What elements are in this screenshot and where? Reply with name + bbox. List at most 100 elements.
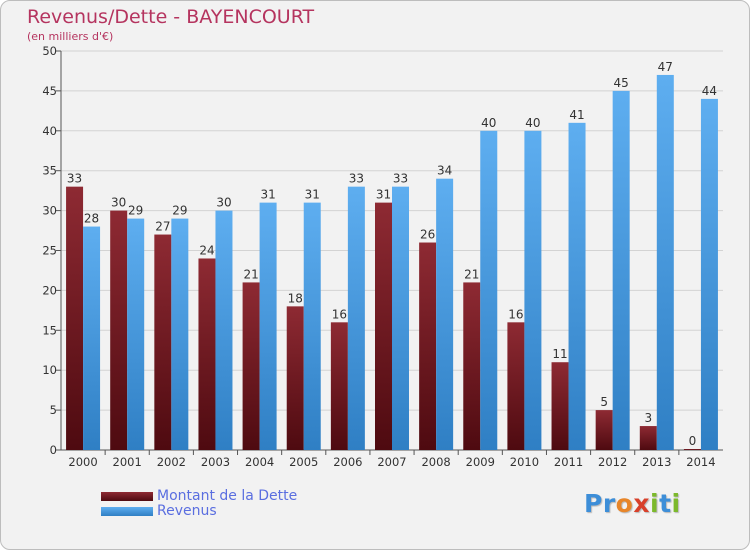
xtick-label-2010: 2010	[510, 455, 539, 469]
value-label-dette-2005: 18	[288, 291, 303, 305]
value-label-revenus-2011: 41	[569, 108, 584, 122]
xtick-label-2007: 2007	[377, 455, 406, 469]
ytick-label: 35	[42, 164, 57, 178]
value-label-revenus-2013: 47	[658, 60, 673, 74]
ytick-label: 10	[42, 363, 57, 377]
legend-swatch-debt	[101, 492, 153, 501]
ytick-label: 50	[42, 44, 57, 58]
ytick-label: 40	[42, 124, 57, 138]
value-label-revenus-2007: 33	[393, 172, 408, 186]
value-label-revenus-2000: 28	[84, 212, 99, 226]
logo-letter: r	[602, 489, 616, 518]
ytick-label: 30	[42, 204, 57, 218]
xtick-label-2001: 2001	[113, 455, 142, 469]
bar-revenus-2014	[700, 98, 718, 450]
xtick-label-2003: 2003	[201, 455, 230, 469]
value-label-dette-2004: 21	[243, 267, 258, 281]
bar-dette-2001	[110, 210, 128, 450]
value-label-dette-2007: 31	[376, 188, 391, 202]
value-label-revenus-2003: 30	[216, 196, 231, 210]
logo-letter: x	[633, 489, 650, 518]
ytick-label: 25	[42, 244, 57, 258]
value-label-dette-2014: 0	[689, 434, 697, 448]
xtick-label-2002: 2002	[157, 455, 186, 469]
bar-revenus-2004	[259, 202, 277, 450]
bar-revenus-2000	[83, 226, 101, 450]
bar-dette-2009	[463, 282, 481, 450]
xtick-label-2011: 2011	[554, 455, 583, 469]
bar-dette-2006	[330, 322, 348, 450]
value-label-dette-2003: 24	[199, 243, 214, 257]
bar-revenus-2002	[171, 218, 189, 450]
bar-dette-2002	[154, 234, 172, 450]
bar-revenus-2006	[347, 186, 365, 450]
bar-revenus-2013	[656, 74, 674, 450]
value-label-revenus-2012: 45	[614, 76, 629, 90]
bar-revenus-2011	[568, 122, 586, 450]
xtick-label-2013: 2013	[642, 455, 671, 469]
value-label-revenus-2002: 29	[172, 204, 187, 218]
bar-dette-2007	[375, 202, 392, 450]
xtick-label-2012: 2012	[598, 455, 627, 469]
value-label-revenus-2005: 31	[305, 188, 320, 202]
logo-letter: o	[615, 489, 634, 518]
bar-dette-2012	[595, 410, 613, 450]
legend-swatch-revenus	[101, 507, 153, 516]
value-label-dette-2009: 21	[464, 267, 479, 281]
bar-revenus-2009	[480, 130, 498, 451]
xtick-label-2005: 2005	[289, 455, 318, 469]
xtick-label-2004: 2004	[245, 455, 274, 469]
xtick-label-2014: 2014	[686, 455, 715, 469]
ytick-label: 15	[42, 323, 57, 337]
logo-letter: i	[650, 489, 660, 518]
value-label-revenus-2001: 29	[128, 204, 143, 218]
bar-dette-2003	[198, 258, 216, 450]
bar-revenus-2008	[436, 178, 454, 450]
bar-dette-2010	[507, 322, 525, 450]
xtick-label-2009: 2009	[466, 455, 495, 469]
value-label-dette-2006: 16	[332, 307, 347, 321]
chart-subtitle: (en milliers d'€)	[27, 30, 114, 43]
logo-letter: i	[671, 489, 681, 518]
bar-dette-2000	[66, 186, 84, 450]
ytick-label: 5	[50, 403, 57, 417]
legend-label-revenus: Revenus	[157, 503, 217, 519]
bar-revenus-2010	[524, 130, 542, 451]
bar-dette-2011	[551, 362, 569, 450]
bar-revenus-2005	[303, 202, 321, 450]
legend-label-debt: Montant de la Dette	[157, 488, 298, 504]
value-label-dette-2013: 3	[644, 411, 652, 425]
bar-dette-2008	[419, 242, 437, 450]
ytick-label: 45	[42, 84, 57, 98]
value-label-revenus-2006: 33	[349, 172, 364, 186]
bar-dette-2014	[683, 449, 701, 450]
xtick-label-2000: 2000	[68, 455, 97, 469]
value-label-dette-2010: 16	[508, 307, 523, 321]
bar-revenus-2007	[392, 186, 409, 450]
bar-revenus-2003	[215, 210, 233, 450]
bar-revenus-2012	[612, 90, 630, 451]
value-label-dette-2001: 30	[111, 196, 126, 210]
logo-letter: t	[659, 489, 672, 518]
bar-revenus-2001	[127, 218, 145, 450]
value-label-revenus-2008: 34	[437, 164, 452, 178]
value-label-dette-2000: 33	[67, 172, 82, 186]
proxiti-logo: Proxiti	[584, 489, 681, 518]
chart-title: Revenus/Dette - BAYENCOURT	[27, 6, 315, 28]
value-label-dette-2012: 5	[600, 395, 608, 409]
value-label-revenus-2004: 31	[260, 188, 275, 202]
bar-dette-2013	[639, 426, 657, 450]
bar-dette-2004	[242, 282, 260, 450]
value-label-revenus-2009: 40	[481, 116, 496, 130]
value-label-dette-2011: 11	[552, 347, 567, 361]
ytick-label: 0	[50, 443, 57, 457]
ytick-label: 20	[42, 283, 57, 297]
value-label-revenus-2010: 40	[525, 116, 540, 130]
value-label-dette-2002: 27	[155, 220, 170, 234]
value-label-dette-2008: 26	[420, 228, 435, 242]
xtick-label-2006: 2006	[333, 455, 362, 469]
value-label-revenus-2014: 44	[702, 84, 717, 98]
logo-letter: P	[584, 489, 603, 518]
xtick-label-2008: 2008	[421, 455, 450, 469]
